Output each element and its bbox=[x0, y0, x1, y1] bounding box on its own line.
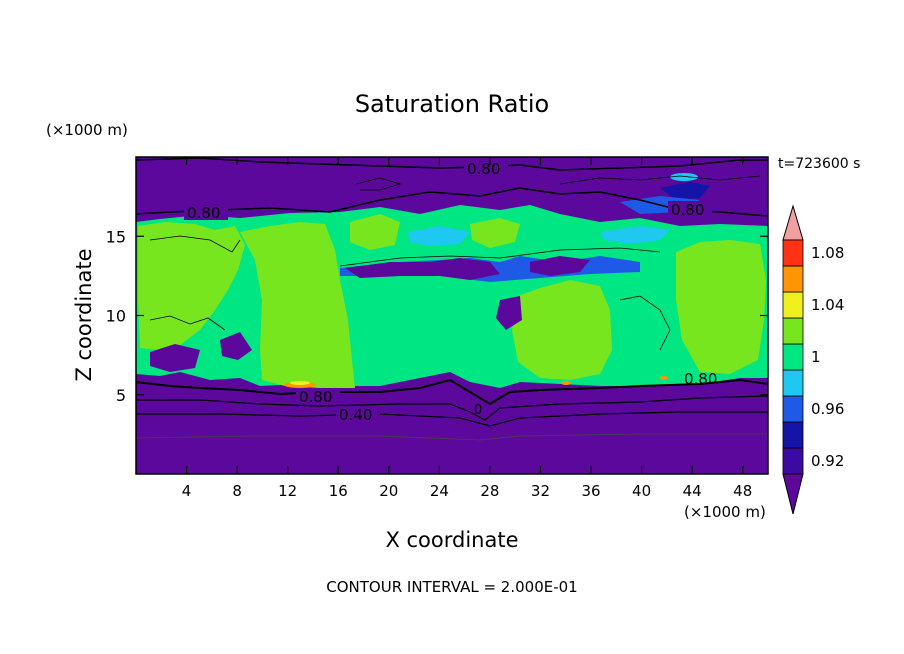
contour-label-upper-left: 0.80 bbox=[187, 204, 220, 222]
region-green-left bbox=[138, 222, 245, 350]
contour-040 bbox=[136, 411, 768, 427]
colorbar-label: 0.92 bbox=[811, 452, 844, 470]
contour-cloud-right bbox=[619, 295, 671, 351]
contour-cloud-top-right bbox=[559, 175, 761, 185]
contour-interval-footer: CONTOUR INTERVAL = 2.000E-01 bbox=[326, 578, 577, 596]
contour-cloud-mid bbox=[149, 315, 226, 331]
x-tick-label: 8 bbox=[232, 482, 242, 500]
region-dry-intrusion-2 bbox=[530, 256, 590, 276]
contour-080-upper bbox=[136, 187, 768, 217]
colorbar-label: 1 bbox=[811, 348, 821, 366]
colorbar-swatch bbox=[782, 421, 804, 449]
contour-label-zero: 0 bbox=[474, 403, 482, 418]
contour-cloud-top-left bbox=[355, 177, 402, 191]
x-tick-label: 40 bbox=[632, 482, 651, 500]
region-blue-2 bbox=[660, 182, 710, 200]
contour-cloud-upper-2 bbox=[149, 235, 241, 253]
contour-label-upper-right: 0.80 bbox=[671, 201, 704, 219]
colorbar-swatch bbox=[782, 317, 804, 345]
y-tick-label: 10 bbox=[106, 307, 126, 326]
x-axis: 4 8 12 16 20 24 28 32 36 40 44 48 bbox=[182, 157, 752, 500]
x-unit-label: (×1000 m) bbox=[684, 503, 766, 521]
contour-label-lower-right: 0.80 bbox=[684, 370, 717, 388]
colorbar-swatch bbox=[782, 369, 804, 397]
contour-lines bbox=[136, 157, 768, 441]
region-dry-intrusion-3 bbox=[496, 296, 522, 330]
colorbar-swatch bbox=[782, 343, 804, 371]
x-tick-label: 24 bbox=[430, 482, 449, 500]
time-label: t=723600 s bbox=[778, 156, 860, 172]
x-axis-title: X coordinate bbox=[385, 528, 518, 552]
contour-020 bbox=[136, 433, 768, 441]
region-green-right-1 bbox=[512, 280, 612, 380]
y-axis: 5 10 15 bbox=[106, 227, 768, 405]
region-green-center bbox=[240, 222, 355, 388]
region-dry-intrusion-5 bbox=[150, 344, 200, 372]
region-orange-spot-2 bbox=[561, 381, 571, 385]
colorbar-label: 1.04 bbox=[811, 296, 844, 314]
colorbar: 0.92 0.96 1 1.04 1.08 bbox=[782, 204, 844, 515]
x-tick-label: 44 bbox=[683, 482, 702, 500]
region-green-middle bbox=[350, 214, 400, 250]
colorbar-swatch bbox=[782, 447, 804, 475]
x-tick-label: 48 bbox=[733, 482, 752, 500]
contour-cloud-upper-1 bbox=[339, 247, 661, 267]
y-tick-label: 15 bbox=[106, 227, 126, 246]
y-tick-label: 5 bbox=[116, 386, 126, 405]
x-tick-label: 36 bbox=[581, 482, 600, 500]
x-tick-label: 20 bbox=[379, 482, 398, 500]
colorbar-label: 1.08 bbox=[811, 244, 844, 262]
region-yellow-spot-1 bbox=[290, 381, 310, 385]
region-dry-intrusion-1 bbox=[345, 258, 500, 280]
x-tick-label: 32 bbox=[531, 482, 550, 500]
region-cyan-2 bbox=[600, 226, 670, 244]
x-tick-label: 28 bbox=[480, 482, 499, 500]
colorbar-arrow-bottom bbox=[782, 473, 804, 515]
colorbar-swatch bbox=[782, 395, 804, 423]
contour-label-lower-left: 0.80 bbox=[299, 388, 332, 406]
region-cyan-top bbox=[670, 173, 698, 181]
chart-title: Saturation Ratio bbox=[355, 90, 549, 118]
contour-labels: 0.80 0.80 0.80 0.80 0.80 0.40 0 bbox=[184, 160, 717, 424]
colorbar-swatch bbox=[782, 265, 804, 293]
region-dry-intrusion-4 bbox=[220, 332, 252, 360]
region-cyan-1 bbox=[408, 226, 470, 246]
region-green-upper bbox=[470, 218, 520, 248]
saturation-field bbox=[136, 157, 768, 474]
colorbar-swatch bbox=[782, 291, 804, 319]
region-orange-spot-3 bbox=[660, 376, 668, 380]
x-tick-label: 16 bbox=[329, 482, 348, 500]
x-tick-label: 4 bbox=[182, 482, 192, 500]
colorbar-arrow-top bbox=[782, 204, 804, 241]
region-green-right-2 bbox=[676, 240, 766, 374]
colorbar-swatch bbox=[782, 239, 804, 267]
contour-080-lower bbox=[136, 378, 768, 406]
x-tick-label: 12 bbox=[278, 482, 297, 500]
y-axis-title: Z coordinate bbox=[72, 248, 96, 381]
colorbar-label: 0.96 bbox=[811, 400, 844, 418]
contour-label-top: 0.80 bbox=[467, 160, 500, 178]
y-unit-label: (×1000 m) bbox=[46, 121, 128, 139]
contour-label-040: 0.40 bbox=[339, 406, 372, 424]
contour-060 bbox=[136, 395, 768, 421]
